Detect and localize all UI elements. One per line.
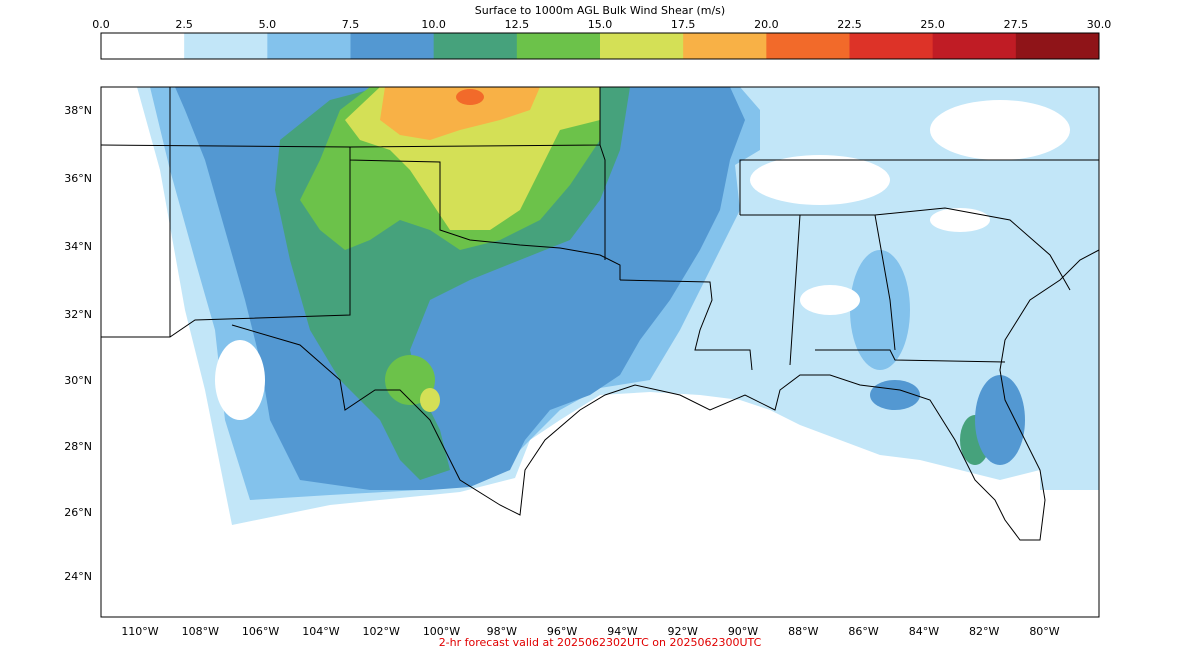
longitude-label: 82°W [969, 625, 999, 638]
longitude-label: 94°W [607, 625, 637, 638]
colorbar-tick-label: 10.0 [421, 18, 446, 31]
longitude-label: 80°W [1029, 625, 1059, 638]
state-line-al-ga [800, 214, 896, 351]
colorbar-swatch [600, 33, 684, 59]
colorbar-tick-label: 0.0 [92, 18, 110, 31]
longitude-label: 98°W [487, 625, 517, 638]
latitude-label: 36°N [64, 172, 92, 185]
colorbar-tick-label: 7.5 [342, 18, 360, 31]
colorbar-tick-label: 30.0 [1087, 18, 1112, 31]
state-line-co-nm-ok [100, 144, 621, 280]
colorbar-title: Surface to 1000m AGL Bulk Wind Shear (m/… [474, 4, 726, 17]
latitude-label: 28°N [64, 440, 92, 453]
state-line-ga-sc [874, 207, 1071, 291]
state-line-nm-tx [101, 160, 351, 338]
colorbar-tick-label: 5.0 [259, 18, 277, 31]
state-line-fl-north [815, 349, 1006, 363]
longitude-label: 108°W [182, 625, 219, 638]
state-line-ok-ar [599, 144, 606, 260]
latitude-label: 26°N [64, 506, 92, 519]
colorbar-tick-label: 12.5 [505, 18, 530, 31]
colorbar-swatch [849, 33, 934, 59]
map-frame [100, 86, 1100, 618]
longitude-label: 96°W [547, 625, 577, 638]
longitude-label: 110°W [121, 625, 158, 638]
longitude-label: 84°W [909, 625, 939, 638]
longitude-label: 90°W [728, 625, 758, 638]
low-shear-area-1 [750, 155, 890, 205]
colorbar-tick-label: 17.5 [671, 18, 696, 31]
map-panel: 38°N 36°N 34°N 32°N 30°N 28°N 26°N 24°N 110°W 10… [64, 86, 1100, 638]
longitude-label: 104°W [302, 625, 339, 638]
longitude-label: 100°W [423, 625, 460, 638]
colorbar-tick-label: 2.5 [175, 18, 193, 31]
low-shear-area-5 [215, 340, 265, 420]
state-line-ar-la [619, 279, 753, 371]
forecast-valid-caption: 2-hr forecast valid at 2025062302UTC on … [438, 636, 762, 649]
colorbar-tick-label: 20.0 [754, 18, 779, 31]
shear-field-texas-south-peak [420, 388, 440, 412]
latitude-labels: 38°N 36°N 34°N 32°N 30°N 28°N 26°N 24°N [64, 104, 92, 583]
colorbar-tick-label: 15.0 [588, 18, 613, 31]
longitude-label: 88°W [788, 625, 818, 638]
longitude-label: 86°W [848, 625, 878, 638]
shear-field-20-22 [456, 89, 484, 105]
colorbar-swatch [766, 33, 850, 59]
longitude-label: 106°W [242, 625, 279, 638]
low-shear-area-4 [800, 285, 860, 315]
colorbar-swatch [350, 33, 435, 59]
latitude-label: 30°N [64, 374, 92, 387]
colorbar: 0.0 2.5 5.0 7.5 10.0 12.5 15.0 17.5 20.0 22.5 25.0… [92, 18, 1112, 60]
shear-field-17-20 [380, 87, 540, 140]
boundaries [100, 87, 1100, 541]
shear-field-gulf-blob [870, 380, 920, 410]
longitude-labels: 110°W 108°W 106°W 104°W 102°W 100°W 98°W 96°W 94… [121, 625, 1059, 638]
longitude-label: 102°W [363, 625, 400, 638]
coast-gulf [231, 249, 1100, 541]
longitude-label: 92°W [668, 625, 698, 638]
colorbar-swatch [1015, 33, 1100, 59]
latitude-label: 34°N [64, 240, 92, 253]
colorbar-tick-label: 22.5 [837, 18, 862, 31]
colorbar-tick-label: 27.5 [1004, 18, 1029, 31]
shear-field-florida-east [975, 375, 1025, 465]
colorbar-swatch [932, 33, 1017, 59]
colorbar-swatch [184, 33, 268, 59]
colorbar-frame [100, 32, 1100, 60]
low-shear-area-2 [930, 100, 1070, 160]
colorbar-tick-label: 25.0 [920, 18, 945, 31]
shear-field-alabama-georgia [850, 250, 910, 370]
colorbar-swatch [267, 33, 351, 59]
colorbar-swatch [683, 33, 767, 59]
colorbar-swatch [433, 33, 518, 59]
latitude-label: 24°N [64, 570, 92, 583]
low-shear-area-3 [930, 208, 990, 232]
state-line-tn [739, 159, 1099, 215]
colorbar-swatch [101, 33, 185, 59]
latitude-label: 38°N [64, 104, 92, 117]
latitude-label: 32°N [64, 308, 92, 321]
colorbar-swatch [516, 33, 601, 59]
